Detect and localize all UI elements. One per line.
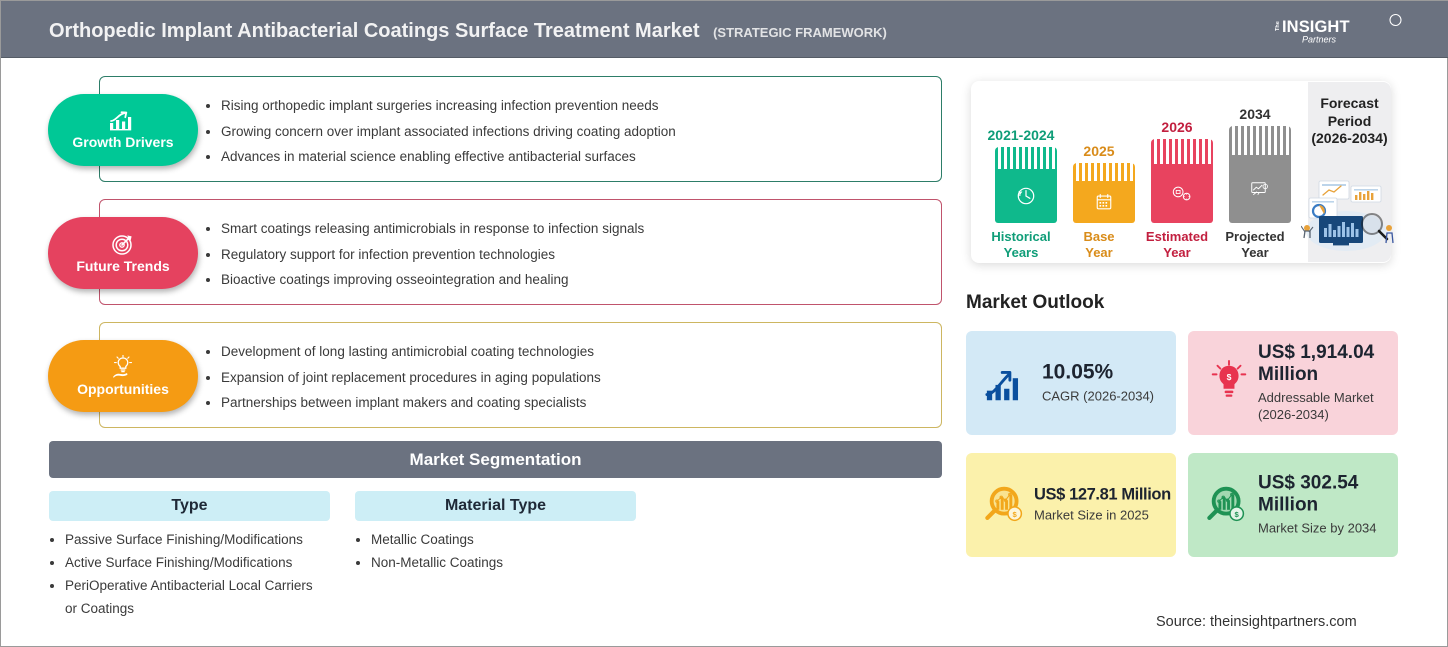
svg-text:Partners: Partners — [1302, 35, 1337, 45]
svg-text:INSIGHT: INSIGHT — [1282, 18, 1350, 36]
svg-text:The: The — [1275, 21, 1281, 31]
svg-text:$: $ — [1013, 510, 1018, 519]
svg-text:$: $ — [1235, 510, 1240, 519]
svg-text:$: $ — [1227, 372, 1232, 382]
